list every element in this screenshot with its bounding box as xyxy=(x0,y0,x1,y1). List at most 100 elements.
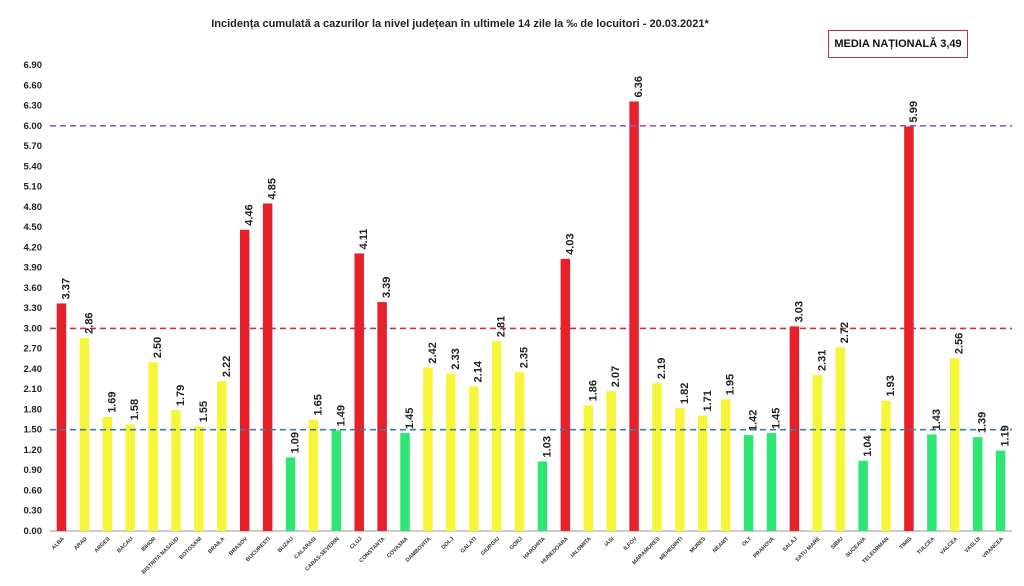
x-tick-label: BUZAU xyxy=(277,536,295,554)
data-label: 4.85 xyxy=(267,178,279,199)
y-tick-label: 3.00 xyxy=(24,323,43,334)
bar-mehedinti xyxy=(675,408,685,531)
x-tick-label: BUCURESTI xyxy=(245,536,272,563)
y-tick-label: 5.40 xyxy=(24,161,43,172)
data-label: 1.65 xyxy=(312,394,324,415)
bar-bistrita-nasaud xyxy=(171,410,181,531)
national-average-box: MEDIA NAȚIONALĂ 3,49 xyxy=(828,30,968,58)
data-label: 2.14 xyxy=(473,360,485,382)
y-tick-label: 5.70 xyxy=(24,141,43,152)
y-tick-label: 6.90 xyxy=(24,60,43,71)
data-label: 1.86 xyxy=(587,380,599,401)
bar-harghita xyxy=(537,461,548,531)
data-label: 1.55 xyxy=(198,401,210,422)
data-label: 2.35 xyxy=(519,347,531,368)
x-tick-label: ALBA xyxy=(51,536,66,551)
x-tick-label: SALAJ xyxy=(782,536,799,553)
y-tick-label: 4.20 xyxy=(24,242,43,253)
bar-bihor xyxy=(148,362,158,531)
bar-braila xyxy=(217,381,227,531)
x-tick-label: SUCEAVA xyxy=(845,536,868,559)
bar-mures xyxy=(698,415,708,531)
bar-arges xyxy=(102,416,113,531)
bar-brasov xyxy=(239,229,250,532)
data-label: 1.43 xyxy=(931,409,943,430)
data-label: 2.42 xyxy=(427,342,439,363)
y-tick-label: 1.80 xyxy=(24,404,43,415)
x-tick-label: GIURGIU xyxy=(480,536,501,557)
data-label: 2.56 xyxy=(954,333,966,354)
bar-constanta xyxy=(377,302,387,531)
bar-ilfov xyxy=(629,101,639,531)
data-label: 2.81 xyxy=(496,316,508,337)
x-tick-label: MEHEDINTI xyxy=(659,536,685,562)
x-tick-label: COVASNA xyxy=(386,536,409,559)
x-tick-label: TULCEA xyxy=(916,536,936,556)
x-tick-label: BACAU xyxy=(116,536,134,554)
x-tick-label: OLT xyxy=(741,536,753,548)
bar-olt xyxy=(743,435,754,531)
x-tick-label: SIBIU xyxy=(830,536,845,551)
x-tick-label: VASLUI xyxy=(964,536,983,555)
y-tick-label: 2.70 xyxy=(24,344,43,355)
bar-caras-severin xyxy=(331,430,342,531)
y-tick-label: 3.60 xyxy=(24,283,43,294)
x-tick-label: ARGES xyxy=(94,536,112,554)
data-label: 1.09 xyxy=(290,432,302,453)
x-tick-label: IALOMITA xyxy=(570,536,593,559)
y-tick-label: 3.30 xyxy=(24,303,43,314)
data-label: 6.36 xyxy=(633,76,645,97)
x-tick-label: MURES xyxy=(689,536,708,555)
y-tick-label: 6.30 xyxy=(24,101,43,112)
x-tick-label: SATU MARE xyxy=(795,536,822,563)
y-tick-label: 2.40 xyxy=(24,364,43,375)
chart-title: Incidența cumulată a cazurilor la nivel … xyxy=(211,18,709,30)
data-label: 3.37 xyxy=(60,278,72,299)
data-label: 1.04 xyxy=(862,434,874,456)
y-tick-label: 4.80 xyxy=(24,202,43,213)
bar-buzau xyxy=(285,457,296,531)
data-label: 3.39 xyxy=(381,277,393,298)
bar-giurgiu xyxy=(491,341,502,531)
bar-galati xyxy=(468,386,479,531)
data-label: 1.49 xyxy=(335,405,347,426)
data-label: 1.39 xyxy=(977,412,989,433)
x-tick-label: BIHOR xyxy=(141,536,158,553)
y-tick-label: 5.10 xyxy=(24,182,43,193)
bar-teleorman xyxy=(881,400,891,531)
bar-arad xyxy=(79,337,90,531)
bar-salaj xyxy=(789,326,800,531)
x-tick-label: BRAILA xyxy=(207,536,226,555)
bar-cluj xyxy=(354,253,364,531)
bar-vrancea xyxy=(995,450,1006,531)
data-label: 2.07 xyxy=(610,366,622,387)
y-tick-label: 0.00 xyxy=(24,526,43,537)
data-label: 1.79 xyxy=(175,385,187,406)
data-label: 2.31 xyxy=(816,350,828,371)
bar-gorj xyxy=(514,372,525,531)
data-label: 2.50 xyxy=(152,337,164,358)
data-label: 1.95 xyxy=(725,374,737,395)
data-label: 4.46 xyxy=(244,204,256,225)
bar-calarasi xyxy=(308,419,319,531)
x-tick-label: ARAD xyxy=(73,536,88,551)
x-tick-label: BOTOSANI xyxy=(179,536,204,561)
x-tick-label: TIMIS xyxy=(899,536,914,551)
x-tick-label: CLUJ xyxy=(349,536,363,550)
bar-iasi xyxy=(606,391,616,531)
y-tick-label: 0.30 xyxy=(24,506,43,517)
x-tick-label: DOLJ xyxy=(441,536,456,551)
data-label: 2.19 xyxy=(656,358,668,379)
y-tick-label: 0.90 xyxy=(24,465,43,476)
data-label: 2.33 xyxy=(450,348,462,369)
data-label: 1.69 xyxy=(106,391,118,412)
bar-timis xyxy=(904,126,914,531)
data-label: 5.99 xyxy=(908,101,920,122)
bar-bucuresti xyxy=(262,203,273,531)
data-label: 2.72 xyxy=(839,322,851,343)
bar-suceava xyxy=(858,460,868,531)
x-tick-label: GALATI xyxy=(460,536,479,555)
data-label: 1.42 xyxy=(748,410,760,431)
data-label: 1.03 xyxy=(541,436,553,457)
bar-ialomita xyxy=(583,405,594,531)
